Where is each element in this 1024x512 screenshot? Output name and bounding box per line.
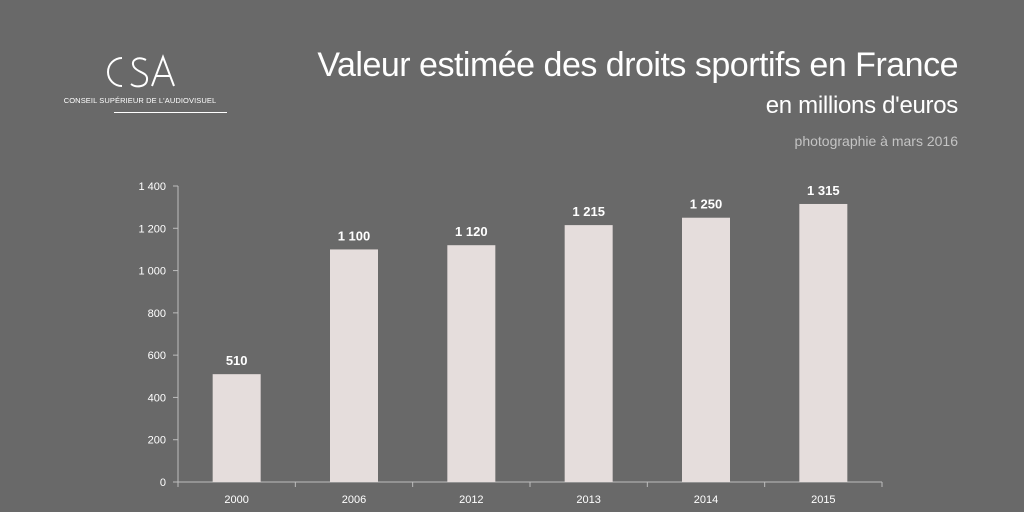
- data-label: 1 315: [807, 183, 840, 198]
- data-label: 1 120: [455, 224, 488, 239]
- csa-logo-mark: [107, 54, 175, 88]
- csa-logo: CONSEIL SUPÉRIEUR DE L'AUDIOVISUEL: [62, 52, 227, 118]
- y-tick-label: 600: [148, 350, 166, 362]
- x-tick-label: 2012: [459, 494, 483, 506]
- y-tick-label: 1 000: [138, 266, 166, 278]
- y-tick-label: 1 200: [138, 223, 166, 235]
- bar: [682, 217, 730, 482]
- x-tick-label: 2000: [224, 494, 248, 506]
- y-tick-label: 0: [160, 477, 166, 489]
- logo-underline: [114, 112, 227, 113]
- y-tick-label: 200: [148, 435, 166, 447]
- y-tick-label: 1 400: [138, 181, 166, 193]
- bar: [330, 249, 378, 482]
- x-tick-label: 2014: [694, 494, 718, 506]
- data-label: 1 250: [690, 197, 723, 212]
- bar: [799, 203, 848, 482]
- data-label: 1 100: [338, 228, 371, 243]
- x-tick-label: 2006: [342, 494, 366, 506]
- data-label: 1 215: [572, 204, 605, 219]
- chart-title: Valeur estimée des droits sportifs en Fr…: [317, 46, 958, 84]
- data-label: 510: [226, 353, 248, 368]
- bar: [447, 245, 496, 482]
- logo-caption: CONSEIL SUPÉRIEUR DE L'AUDIOVISUEL: [63, 96, 217, 105]
- bar: [212, 374, 261, 482]
- bar: [564, 225, 613, 482]
- x-tick-label: 2015: [811, 494, 835, 506]
- y-tick-label: 800: [148, 308, 166, 320]
- chart-subtitle: en millions d'euros: [765, 92, 959, 119]
- y-tick-label: 400: [148, 392, 166, 404]
- x-tick-label: 2013: [576, 494, 600, 506]
- chart-date-note: photographie à mars 2016: [794, 133, 958, 149]
